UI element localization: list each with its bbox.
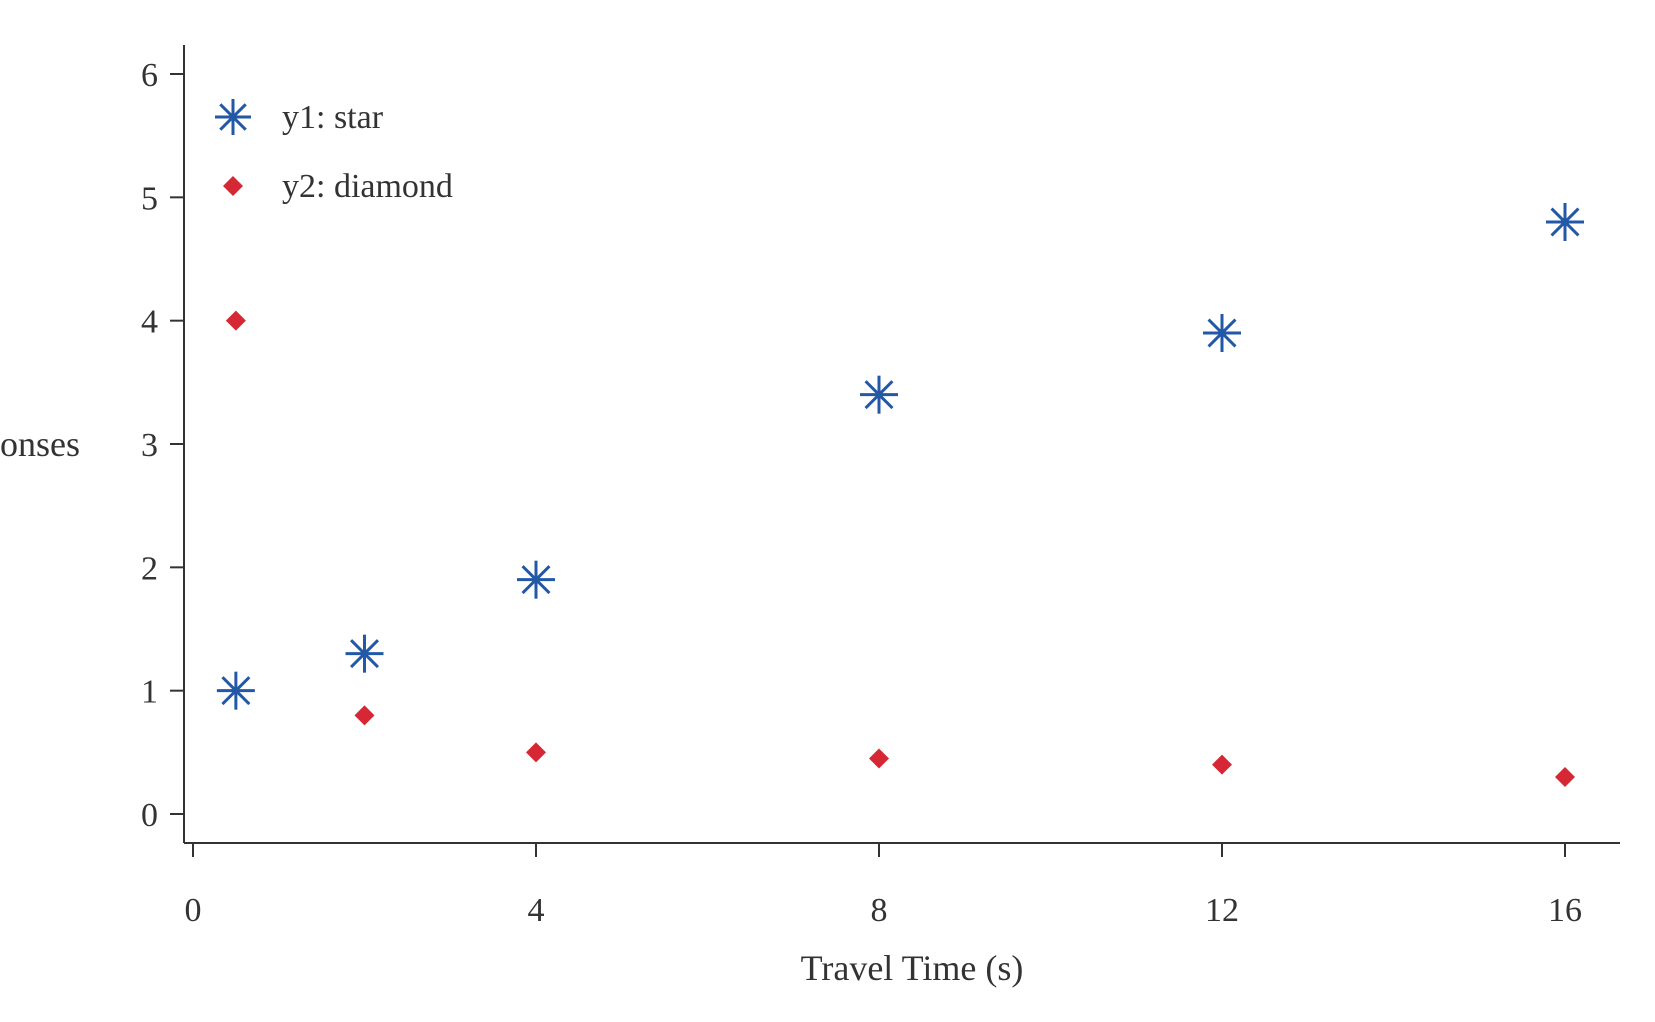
y-tick-label: 0	[141, 797, 158, 834]
x-ticks: 0 4 8 12 16	[185, 843, 1582, 929]
diamond-point	[869, 748, 889, 769]
star-point	[345, 634, 384, 673]
series-star	[216, 203, 1584, 710]
y-tick-label: 1	[141, 674, 158, 711]
x-tick-label: 16	[1548, 892, 1582, 929]
x-tick-label: 12	[1205, 892, 1239, 929]
diamond-point	[354, 705, 375, 726]
y-ticks: 0 1 2 3 4 5 6	[141, 57, 184, 834]
x-axis-title: Travel Time (s)	[801, 948, 1024, 988]
star-point	[860, 375, 898, 414]
x-tick-label: 4	[528, 892, 545, 929]
x-tick-label: 0	[185, 892, 202, 929]
diamond-point	[526, 742, 546, 763]
legend-item-diamond: y2: diamond	[223, 168, 453, 205]
legend-diamond-icon	[223, 176, 243, 196]
star-point	[517, 560, 555, 599]
legend: y1: star y2: diamond	[215, 99, 453, 205]
y-tick-label: 6	[141, 57, 158, 94]
legend-label: y2: diamond	[282, 168, 453, 205]
series-diamond	[225, 310, 1575, 787]
star-point	[1546, 203, 1584, 241]
legend-item-star: y1: star	[215, 99, 384, 136]
y-tick-label: 5	[141, 180, 158, 217]
diamond-point	[1212, 754, 1232, 775]
series-layer	[216, 203, 1584, 787]
legend-label: y1: star	[282, 99, 384, 136]
y-tick-label: 2	[141, 550, 158, 587]
x-tick-label: 8	[871, 892, 888, 929]
legend-star-icon	[215, 99, 251, 135]
y-tick-label: 4	[141, 304, 158, 341]
star-point	[1203, 314, 1241, 352]
diamond-point	[1555, 767, 1575, 787]
diamond-point	[225, 310, 246, 331]
y-tick-label: 3	[141, 427, 158, 464]
star-point	[216, 671, 255, 710]
axes	[183, 45, 1620, 844]
y-axis-title: Responses	[0, 424, 80, 464]
